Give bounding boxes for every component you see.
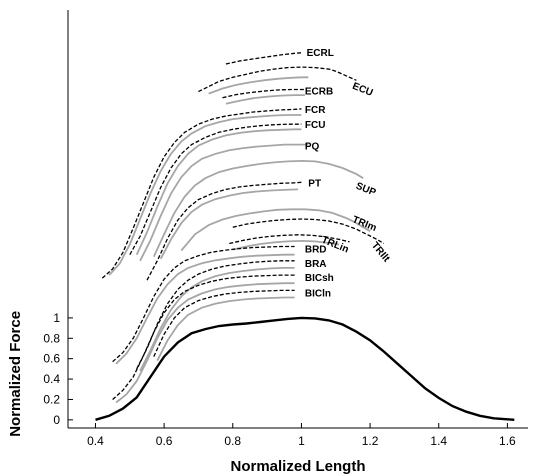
x-tick-label: 0.6 xyxy=(156,434,173,448)
series-line-pt xyxy=(146,181,302,281)
series-line-ecu xyxy=(198,66,357,93)
series-line-unlabeled-22 xyxy=(115,282,295,404)
series-line-trlin xyxy=(229,234,350,245)
series-line-fcr xyxy=(101,108,302,279)
series-line-unlabeled-2 xyxy=(208,76,309,95)
x-tick-label: 1.6 xyxy=(499,434,516,448)
label-bicln: BICln xyxy=(305,288,331,299)
series-line-bra xyxy=(136,260,295,370)
reference-force-length-curve xyxy=(95,316,515,421)
y-tick-label: 0.8 xyxy=(43,331,60,345)
series-line-brd xyxy=(112,245,295,363)
label-ecrl: ECRL xyxy=(307,48,334,59)
series-line-fcu xyxy=(129,123,302,256)
y-tick-label: 1 xyxy=(53,311,60,325)
label-pq: PQ xyxy=(305,142,320,153)
y-tick-label: 0 xyxy=(53,413,60,427)
y-axis-title: Normalized Force xyxy=(7,311,24,437)
label-sup: SUP xyxy=(354,181,377,199)
y-tick-label: 0.2 xyxy=(43,392,60,406)
series-line-trim xyxy=(180,208,371,252)
x-tick-label: 1 xyxy=(298,434,305,448)
label-trilt: TRIlt xyxy=(369,240,392,265)
series-line-pq xyxy=(139,143,309,262)
y-tick-label: 0.4 xyxy=(43,372,60,386)
axes-layer: 0.4 0.6 0.8 1 1.2 1.4 1.6 0 0.2 0.4 0.6 0.8 1 xyxy=(43,10,528,448)
label-fcu: FCU xyxy=(305,120,326,131)
y-axis-ticks: 0 0.2 0.4 0.6 0.8 1 xyxy=(43,311,73,427)
label-ecu: ECU xyxy=(351,81,375,99)
series-line-unlabeled-16 xyxy=(232,239,340,251)
series-line-ecrl xyxy=(225,52,302,65)
series-line-ecrb xyxy=(222,88,305,99)
x-tick-label: 0.8 xyxy=(224,434,241,448)
series-line-unlabeled-6 xyxy=(108,114,302,276)
label-pt: PT xyxy=(308,178,321,189)
label-ecrb: ECRB xyxy=(305,87,333,98)
series-line-unlabeled-18 xyxy=(115,253,295,365)
series-line-bicln xyxy=(153,289,295,357)
y-tick-label: 0.6 xyxy=(43,352,60,366)
label-fcr: FCR xyxy=(305,105,326,116)
series-line-unlabeled-24 xyxy=(156,296,295,362)
x-tick-label: 1.2 xyxy=(362,434,379,448)
label-brd: BRD xyxy=(305,245,327,256)
series-line-unlabeled-4 xyxy=(225,94,305,105)
label-trim: TRIm xyxy=(351,214,378,234)
series-line-sup xyxy=(152,159,364,258)
curves-layer xyxy=(95,52,515,421)
x-axis-title: Normalized Length xyxy=(230,458,365,475)
series-line-unlabeled-8 xyxy=(135,128,302,256)
label-bicsh: BICsh xyxy=(305,273,334,284)
x-tick-label: 1.4 xyxy=(430,434,447,448)
label-bra: BRA xyxy=(305,259,327,270)
series-line-unlabeled-12 xyxy=(159,188,299,260)
series-line-trilt xyxy=(232,218,385,245)
series-line-bicsh xyxy=(112,274,295,400)
x-tick-label: 0.4 xyxy=(87,434,104,448)
series-line-unlabeled-20 xyxy=(139,267,295,372)
x-axis-ticks: 0.4 0.6 0.8 1 1.2 1.4 1.6 xyxy=(87,423,516,448)
